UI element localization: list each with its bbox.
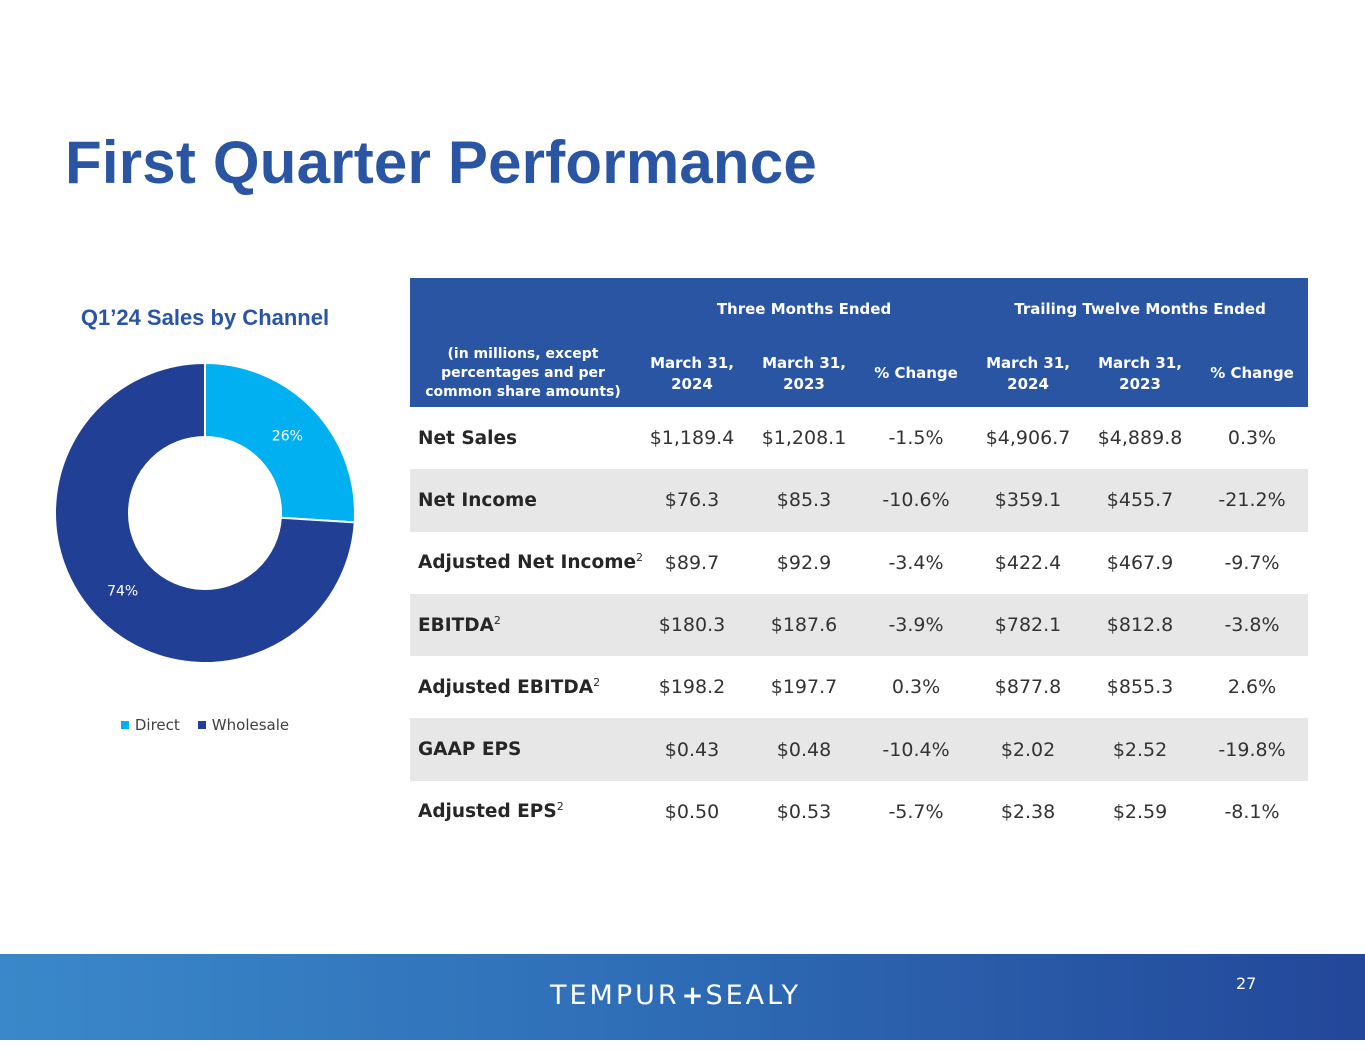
table-cell: $812.8 — [1084, 593, 1197, 657]
row-label: Net Income — [410, 469, 636, 532]
table-cell: $782.1 — [972, 593, 1085, 657]
group-header-three-months: Three Months Ended — [636, 278, 973, 340]
header-blank-cell — [410, 278, 636, 340]
table-cell: $2.02 — [972, 718, 1085, 781]
table-cell: $180.3 — [636, 593, 748, 657]
table-row: EBITDA2 $180.3 $187.6 -3.9% $782.1 $812.… — [410, 593, 1309, 657]
table-cell: $0.50 — [664, 800, 720, 823]
row-label-text: EBITDA — [418, 614, 494, 636]
table-cell: $455.7 — [1084, 469, 1197, 532]
table-cell: $0.43 — [636, 718, 748, 781]
row-label-text: Net Sales — [418, 427, 518, 449]
column-header: % Change — [1196, 340, 1309, 407]
table-row: Adjusted Net Income2 $89.7 $92.9 -3.4% $… — [410, 532, 1308, 594]
row-label-text: Adjusted EPS — [418, 801, 557, 823]
legend-item-direct: Direct — [120, 716, 180, 734]
page-number: 27 — [1236, 974, 1257, 993]
column-header: March 31, 2024 — [636, 340, 748, 407]
table-cell: $76.3 — [636, 469, 748, 532]
table-cell: 0.3% — [1227, 427, 1277, 450]
legend-label-direct: Direct — [134, 716, 180, 734]
table-cell: $467.9 — [1106, 551, 1174, 574]
table-row: GAAP EPS $0.43 $0.48 -10.4% $2.02 $2.52 … — [410, 718, 1309, 781]
row-label: Net Sales — [410, 407, 636, 469]
row-label-text: Adjusted Net Income — [418, 552, 637, 574]
row-label: Adjusted EPS2 — [410, 781, 636, 843]
legend-swatch-direct — [120, 721, 129, 729]
column-header: March 31, 2024 — [972, 340, 1085, 407]
logo-plus-icon: + — [681, 980, 704, 1011]
row-label-text: Adjusted EBITDA — [418, 676, 594, 698]
footnote-marker: 2 — [593, 675, 601, 689]
table-cell: $855.3 — [1106, 676, 1174, 699]
legend-label-wholesale: Wholesale — [211, 716, 290, 734]
table-cell: $0.48 — [748, 718, 860, 781]
footnote-marker: 2 — [493, 613, 501, 627]
data-label-direct: 26% — [272, 429, 303, 445]
data-label-wholesale: 74% — [107, 583, 138, 599]
table-cell: $89.7 — [664, 551, 720, 574]
table-cell: $0.53 — [776, 800, 832, 823]
row-label: Adjusted EBITDA2 — [410, 656, 636, 718]
table-row: Adjusted EPS2 $0.50 $0.53 -5.7% $2.38 $2… — [410, 781, 1308, 843]
footer-banner: TEMPUR + SEALY 27 — [0, 954, 1365, 1040]
table-cell: -10.6% — [860, 469, 973, 532]
unit-label: (in millions, except percentages and per… — [410, 340, 636, 407]
table-cell: $198.2 — [658, 676, 726, 699]
row-label: GAAP EPS — [410, 718, 636, 781]
chart-legend: Direct Wholesale — [55, 716, 355, 734]
column-header: March 31, 2023 — [748, 340, 860, 407]
table-cell: $92.9 — [776, 551, 832, 574]
table-cell: -9.7% — [1224, 551, 1280, 574]
table-cell: $197.7 — [770, 676, 838, 699]
chart-title: Q1’24 Sales by Channel — [80, 305, 330, 330]
table-cell: -5.7% — [888, 800, 944, 823]
row-label: EBITDA2 — [410, 593, 636, 657]
logo-text-right: SEALY — [705, 980, 802, 1011]
table-cell: -8.1% — [1224, 800, 1280, 823]
table-cell: $359.1 — [972, 469, 1085, 532]
table-cell: $1,208.1 — [761, 427, 847, 450]
performance-table: Three Months Ended Trailing Twelve Month… — [410, 278, 1309, 843]
table-cell: -19.8% — [1196, 718, 1309, 781]
column-header: March 31, 2023 — [1084, 340, 1197, 407]
row-label: Adjusted Net Income2 — [410, 532, 643, 594]
table-cell: 0.3% — [891, 676, 941, 699]
table-cell: -1.5% — [888, 427, 944, 450]
logo-text-left: TEMPUR — [550, 980, 680, 1011]
group-header-trailing-twelve-months: Trailing Twelve Months Ended — [972, 278, 1309, 340]
donut-slice-direct — [204, 361, 356, 524]
table-row: Net Sales $1,189.4 $1,208.1 -1.5% $4,906… — [410, 407, 1308, 469]
legend-item-wholesale: Wholesale — [197, 716, 290, 734]
page-title: First Quarter Performance — [65, 129, 817, 196]
row-label-text: Net Income — [418, 489, 537, 511]
table-row: Net Income $76.3 $85.3 -10.6% $359.1 $45… — [410, 469, 1309, 532]
column-header: % Change — [860, 340, 973, 407]
table-cell: -3.8% — [1196, 593, 1309, 657]
table-cell: -3.4% — [888, 551, 944, 574]
sales-by-channel-donut-chart: 26% 74% — [54, 361, 356, 664]
table-cell: -10.4% — [860, 718, 973, 781]
donut-slice-wholesale — [54, 361, 356, 664]
table-cell: $85.3 — [748, 469, 860, 532]
table-cell: $2.59 — [1112, 800, 1168, 823]
table-cell: $877.8 — [994, 676, 1062, 699]
table-cell: -21.2% — [1196, 469, 1309, 532]
table-cell: -3.9% — [860, 593, 973, 657]
footnote-marker: 2 — [636, 551, 644, 565]
row-label-text: GAAP EPS — [418, 739, 522, 761]
table-cell: $422.4 — [994, 551, 1062, 574]
table-row: Adjusted EBITDA2 $198.2 $197.7 0.3% $877… — [410, 656, 1308, 718]
legend-swatch-wholesale — [197, 721, 206, 729]
table-cell: $4,906.7 — [985, 427, 1071, 450]
table-cell: $2.52 — [1084, 718, 1197, 781]
table-cell: $1,189.4 — [649, 427, 735, 450]
table-cell: 2.6% — [1227, 676, 1277, 699]
table-cell: $2.38 — [1000, 800, 1056, 823]
table-cell: $187.6 — [748, 593, 860, 657]
company-logo: TEMPUR + SEALY — [550, 980, 801, 1011]
table-cell: $4,889.8 — [1097, 427, 1183, 450]
footnote-marker: 2 — [556, 800, 564, 814]
